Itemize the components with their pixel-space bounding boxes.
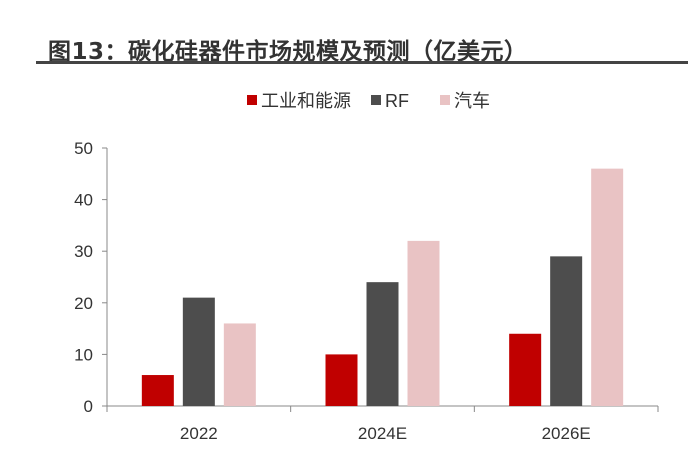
y-tick-label: 20 (74, 294, 93, 313)
y-tick-label: 30 (74, 242, 93, 261)
x-tick-label: 2022 (180, 424, 218, 443)
bar-industrial (509, 333, 542, 406)
y-tick-label: 50 (74, 139, 93, 158)
x-tick-label: 2026E (542, 424, 591, 443)
y-tick-label: 10 (74, 345, 93, 364)
legend-label: 汽车 (454, 91, 490, 111)
title-underline (36, 61, 688, 64)
x-tick-label: 2024E (358, 424, 407, 443)
legend-swatch (371, 95, 381, 105)
bar-auto (407, 240, 440, 406)
y-tick-label: 0 (84, 397, 93, 416)
bar-rf (366, 282, 399, 406)
bar-auto (223, 323, 256, 406)
legend-label: RF (385, 91, 409, 111)
bar-industrial (325, 354, 358, 406)
bar-rf (182, 297, 215, 406)
legend-swatch (247, 95, 257, 105)
chart-title: 图13：碳化硅器件市场规模及预测（亿美元） (48, 39, 528, 65)
bar-auto (591, 168, 624, 406)
y-tick-label: 40 (74, 191, 93, 210)
legend-swatch (440, 95, 450, 105)
bar-industrial (141, 375, 174, 406)
legend-label: 工业和能源 (261, 91, 351, 111)
bar-rf (550, 256, 583, 406)
